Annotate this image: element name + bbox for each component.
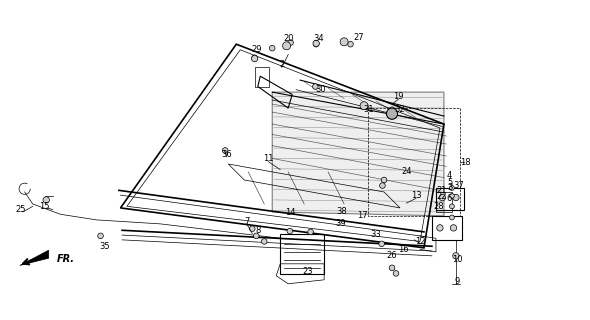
Circle shape [389,107,395,113]
Bar [436,192,452,212]
Text: 24: 24 [401,167,412,176]
Circle shape [389,113,395,119]
Circle shape [288,40,293,45]
Circle shape [389,265,395,271]
Text: 21: 21 [436,186,447,195]
Text: 7: 7 [244,217,250,226]
Text: 18: 18 [460,158,471,167]
Text: 10: 10 [453,255,463,264]
Circle shape [252,55,257,60]
Circle shape [251,55,258,62]
Bar [436,188,464,210]
Circle shape [453,253,459,259]
Text: 20: 20 [283,34,293,43]
Circle shape [439,194,445,201]
Bar [368,108,460,216]
Text: 6: 6 [447,194,452,203]
Circle shape [270,45,275,51]
Bar [432,216,463,240]
Circle shape [313,40,319,47]
Text: 29: 29 [251,45,261,54]
Text: 19: 19 [393,92,404,100]
Circle shape [313,41,319,47]
Text: 34: 34 [313,34,324,43]
Circle shape [450,204,454,209]
Circle shape [360,102,368,110]
Text: 33: 33 [371,230,381,239]
Circle shape [250,226,255,231]
Circle shape [98,233,103,239]
Circle shape [379,241,385,247]
Circle shape [308,229,313,235]
Text: 17: 17 [357,212,368,220]
Text: 8: 8 [255,226,261,235]
Text: 38: 38 [336,207,347,216]
Text: 12: 12 [415,237,426,246]
Circle shape [453,194,459,201]
Circle shape [379,183,385,188]
Circle shape [43,197,50,203]
Text: 30: 30 [316,85,326,94]
Text: 15: 15 [40,202,50,211]
Text: 13: 13 [411,191,421,200]
Text: 39: 39 [335,220,345,228]
Circle shape [393,271,399,276]
Circle shape [450,225,457,231]
Text: FR.: FR. [57,254,74,264]
Bar [255,67,269,86]
Text: 35: 35 [99,242,110,251]
Circle shape [450,186,454,190]
Text: 37: 37 [453,181,464,190]
Circle shape [450,215,454,220]
Text: 14: 14 [286,208,296,217]
Text: 23: 23 [303,267,313,276]
Text: 2: 2 [279,60,284,69]
Text: 3: 3 [447,183,452,192]
Circle shape [381,177,387,183]
Circle shape [361,103,367,108]
Text: 28: 28 [433,202,444,211]
Circle shape [348,41,353,47]
Circle shape [261,239,267,244]
Circle shape [287,228,293,234]
Circle shape [437,225,443,231]
Text: 22: 22 [436,192,447,201]
Text: 27: 27 [353,33,364,42]
Polygon shape [20,250,48,265]
Text: 16: 16 [398,245,408,254]
Circle shape [254,233,259,239]
Text: 36: 36 [221,150,232,159]
Circle shape [340,38,348,46]
Text: 5: 5 [447,178,452,187]
Text: 32: 32 [394,105,405,114]
Circle shape [283,42,291,50]
Text: 25: 25 [15,205,26,214]
Text: 31: 31 [363,105,374,114]
Circle shape [313,84,318,89]
Polygon shape [272,92,444,216]
Circle shape [386,108,398,119]
Text: 11: 11 [263,154,274,163]
Text: 26: 26 [386,251,397,260]
Bar [280,234,324,274]
Circle shape [450,194,454,198]
Text: 4: 4 [447,172,452,180]
Text: 9: 9 [455,277,460,286]
Circle shape [222,148,228,153]
